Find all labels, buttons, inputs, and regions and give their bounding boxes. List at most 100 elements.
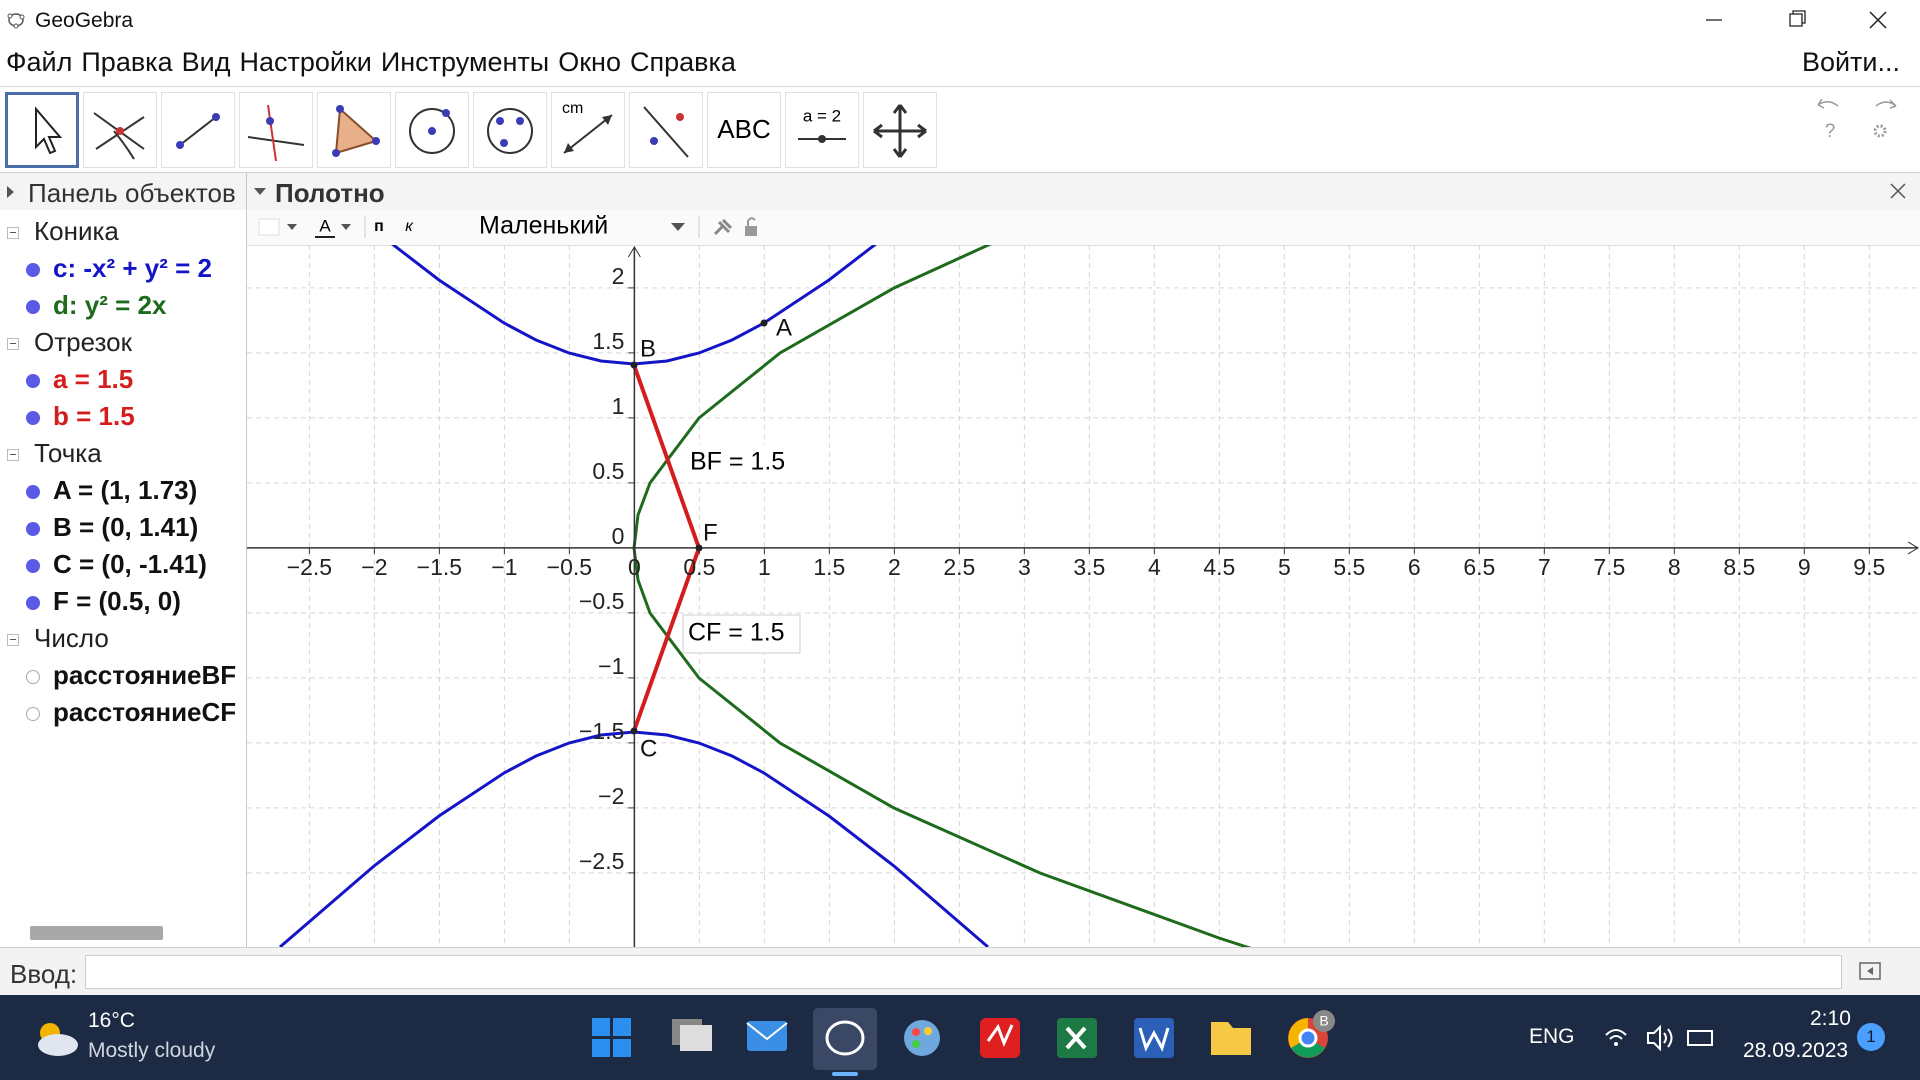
tool-circle[interactable]: [395, 92, 469, 168]
visibility-toggle[interactable]: [26, 263, 40, 277]
help-button[interactable]: ?: [1825, 121, 1836, 142]
visibility-toggle[interactable]: [26, 670, 40, 684]
tool-distance[interactable]: cm: [551, 92, 625, 168]
group-toggle[interactable]: [7, 338, 19, 350]
x-tick-label: −2: [361, 554, 387, 580]
tool-move[interactable]: [5, 92, 79, 168]
style-italic[interactable]: к: [405, 218, 414, 235]
style-bold[interactable]: п: [374, 218, 384, 235]
point-label: A: [776, 314, 792, 341]
tool-text[interactable]: ABC: [707, 92, 781, 168]
x-tick-label: −2.5: [287, 554, 332, 580]
menu-item[interactable]: Окно: [558, 47, 621, 77]
visibility-toggle[interactable]: [26, 596, 40, 610]
algebra-item[interactable]: B = (0, 1.41): [53, 512, 199, 542]
close-view[interactable]: [1888, 181, 1908, 201]
system-tray[interactable]: [1600, 1021, 1720, 1055]
tool-label: a = 2: [803, 106, 841, 125]
input-field[interactable]: [85, 955, 1842, 989]
group-toggle[interactable]: [7, 227, 19, 239]
group-toggle[interactable]: [7, 634, 19, 646]
algebra-item[interactable]: F = (0.5, 0): [53, 586, 181, 616]
group-name: Коника: [34, 216, 119, 246]
algebra-view: Коника c: -x² + y² = 2 d: y² = 2x Отрезок a …: [0, 210, 246, 947]
tool-label: ABC: [717, 114, 770, 144]
visibility-toggle[interactable]: [26, 522, 40, 536]
minus: [10, 232, 16, 233]
group-name: Число: [34, 623, 109, 653]
visibility-toggle[interactable]: [26, 559, 40, 573]
weather-icon[interactable]: [30, 1013, 82, 1063]
tool-slider[interactable]: a = 2: [785, 92, 859, 168]
caption: CF = 1.5: [688, 619, 785, 647]
title-bar: GeoGebra: [0, 0, 1920, 40]
tool-move-view[interactable]: [863, 92, 937, 168]
x-tick-label: 5: [1278, 554, 1291, 580]
scrollbar[interactable]: [30, 926, 163, 940]
graphics-view[interactable]: −2.5 −2 −1.5 −1 −0.5 0 0.5 1 1.5 2 2.5 3 3.5 4 4.5 5 5.5…: [247, 245, 1920, 947]
algebra-item[interactable]: C = (0, -1.41): [53, 549, 207, 579]
algebra-item[interactable]: c: -x² + y² = 2: [53, 253, 212, 283]
tool-perpendicular[interactable]: [239, 92, 313, 168]
input-label: Ввод:: [10, 959, 78, 989]
x-tick-label: 5.5: [1333, 554, 1365, 580]
x-tick-label: −1: [491, 554, 517, 580]
algebra-item[interactable]: a = 1.5: [53, 364, 134, 394]
minus: [10, 454, 16, 455]
taskbar-apps[interactable]: B: [580, 995, 1340, 1080]
tool-intersect[interactable]: [83, 92, 157, 168]
algebra-title: Панель объектов: [28, 178, 236, 208]
visibility-toggle[interactable]: [26, 300, 40, 314]
menu-item[interactable]: Файл: [6, 47, 73, 77]
visibility-toggle[interactable]: [26, 411, 40, 425]
visibility-toggle[interactable]: [26, 707, 40, 721]
window-title: GeoGebra: [35, 9, 134, 32]
login-button[interactable]: Войти...: [1801, 47, 1900, 77]
visibility-toggle[interactable]: [26, 374, 40, 388]
menu-item[interactable]: Справка: [629, 47, 736, 77]
caption-box: [684, 444, 802, 482]
style-size[interactable]: Маленький: [479, 212, 608, 240]
x-tick-label: 3: [1018, 554, 1031, 580]
weather: Mostly cloudy: [88, 1039, 216, 1062]
tool-slope[interactable]: [629, 92, 703, 168]
tool-segment[interactable]: [161, 92, 235, 168]
language[interactable]: ENG: [1529, 1025, 1575, 1048]
y-tick-label: 1.5: [592, 328, 624, 354]
menu-item[interactable]: Инструменты: [380, 47, 550, 77]
y-tick-label: −2.5: [579, 848, 624, 874]
group-name: Отрезок: [34, 327, 132, 357]
algebra-item[interactable]: b = 1.5: [53, 401, 135, 431]
algebra-item[interactable]: расстояниеBF: [53, 660, 237, 690]
menu-bar: Файл Правка Вид Настройки Инструменты Окно Спр…: [0, 40, 1920, 87]
undo-redo[interactable]: ?: [1800, 90, 1920, 150]
x-tick-label: 4.5: [1203, 554, 1235, 580]
x-tick-label: 4: [1148, 554, 1161, 580]
style-text-color[interactable]: A: [319, 216, 331, 235]
visibility-toggle[interactable]: [26, 485, 40, 499]
notifications[interactable]: 1: [1857, 1023, 1885, 1051]
x-tick-label: 7: [1538, 554, 1551, 580]
y-tick-label: 0.5: [592, 458, 624, 484]
algebra-header: Панель объектов: [0, 173, 246, 210]
window-controls[interactable]: [1690, 0, 1920, 40]
algebra-item[interactable]: A = (1, 1.73): [53, 475, 198, 505]
algebra-item[interactable]: расстояниеCF: [53, 697, 237, 727]
y-tick-label: −1.5: [579, 718, 624, 744]
input-bar: Ввод:: [0, 947, 1920, 996]
point-label: F: [703, 519, 718, 546]
menu-item[interactable]: Настройки: [239, 47, 372, 77]
tool-polygon[interactable]: [317, 92, 391, 168]
points[interactable]: [630, 319, 768, 735]
y-tick-label: 2: [612, 263, 625, 289]
algebra-item[interactable]: d: y² = 2x: [53, 290, 167, 320]
keyboard-toggle[interactable]: [1858, 960, 1884, 984]
tool-circle-3pts[interactable]: [473, 92, 547, 168]
parabola[interactable]: [632, 245, 1259, 947]
group-toggle[interactable]: [7, 449, 19, 461]
clock-date: 28.09.2023: [1743, 1039, 1849, 1062]
menu-item[interactable]: Вид: [181, 47, 231, 77]
menu-item[interactable]: Правка: [81, 47, 173, 77]
y-axis-arrow: [627, 246, 641, 258]
